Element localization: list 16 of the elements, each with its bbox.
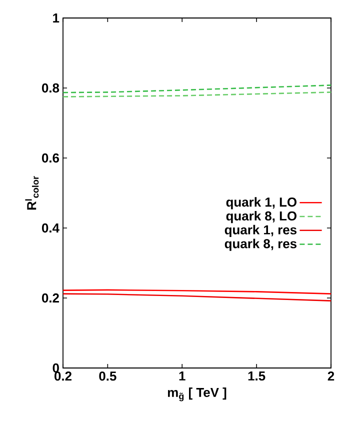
y-axis-title: R$^{l}$color — [25, 176, 39, 210]
x-axis-title: m$_{g̃}$ [ TeV ] — [168, 388, 226, 402]
x-tick-label: 1.5 — [248, 372, 266, 381]
x-tick-label: 2 — [328, 372, 334, 381]
y-tick-label: 1 — [53, 14, 60, 22]
y-tick-label: 0.4 — [42, 223, 60, 233]
x-tick-label: 0.5 — [99, 372, 116, 381]
legend-label: quark 8, LO — [226, 211, 296, 224]
y-tick-label: 0 — [52, 363, 59, 373]
x-tick-label: 1 — [179, 372, 186, 380]
legend-label: quark 1, res — [224, 224, 297, 237]
y-tick-label: 0.8 — [42, 83, 60, 93]
y-tick-label: 0.6 — [42, 153, 60, 163]
legend-label: quark 8, res — [224, 238, 297, 251]
legend-label: quark 1, LO — [226, 197, 296, 210]
y-tick-label: 0.2 — [42, 293, 59, 303]
